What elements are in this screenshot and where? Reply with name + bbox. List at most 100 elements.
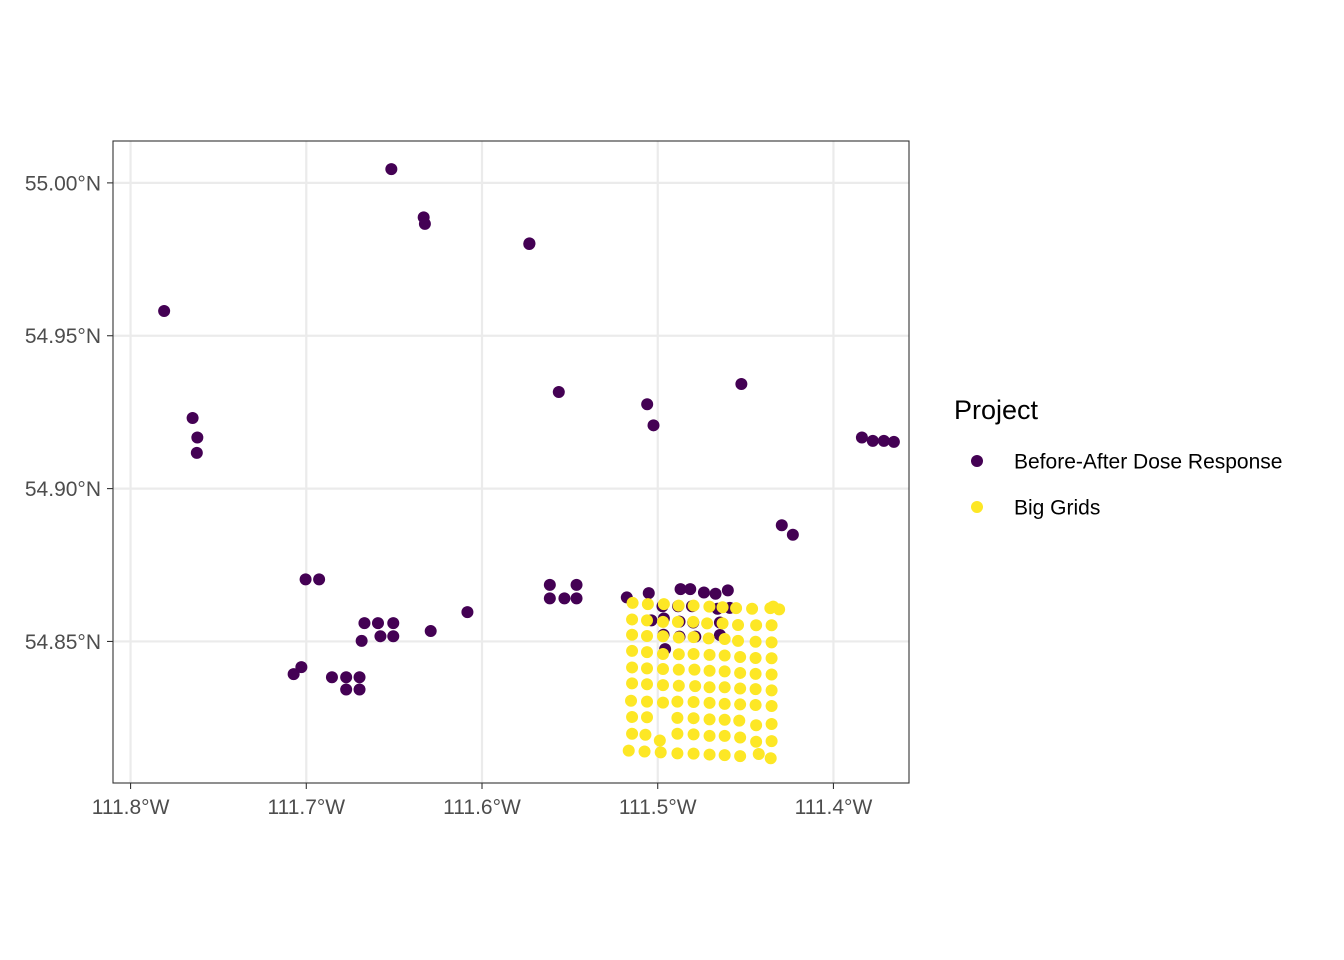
data-point — [641, 695, 654, 708]
data-point — [671, 695, 684, 708]
data-point — [641, 678, 654, 691]
data-point — [687, 747, 700, 760]
data-point — [295, 661, 308, 674]
data-point — [641, 398, 654, 411]
data-point — [374, 630, 387, 643]
data-point — [765, 652, 778, 665]
data-point — [656, 662, 669, 675]
data-point — [765, 699, 778, 712]
legend-key — [971, 501, 983, 513]
x-tick-label: 111.4°W — [795, 796, 873, 819]
data-point — [626, 628, 639, 641]
data-point — [786, 528, 799, 541]
data-point — [718, 697, 731, 710]
data-point — [750, 735, 763, 748]
data-point — [671, 711, 684, 724]
data-point — [765, 636, 778, 649]
data-point — [418, 217, 431, 230]
x-tick-label: 111.6°W — [443, 796, 521, 819]
data-point — [718, 681, 731, 694]
legend-label: Before-After Dose Response — [1014, 451, 1282, 474]
data-point — [671, 727, 684, 740]
data-point — [734, 698, 747, 711]
data-point — [158, 304, 171, 317]
data-point — [730, 602, 743, 615]
data-point — [552, 385, 565, 398]
data-point — [543, 578, 556, 591]
data-point — [626, 613, 639, 626]
data-point — [656, 630, 669, 643]
data-point — [371, 617, 384, 630]
data-point — [672, 631, 685, 644]
data-point — [684, 583, 697, 596]
data-point — [672, 648, 685, 661]
data-point — [287, 668, 300, 681]
data-point — [191, 431, 204, 444]
data-point — [626, 596, 639, 609]
data-point — [190, 446, 203, 459]
data-point — [718, 749, 731, 762]
data-point — [709, 587, 722, 600]
data-point — [647, 419, 660, 432]
axis-ticks: 111.8°W 111.7°W 111.6°W 111.5°W 111.4°W 54.85… — [25, 172, 873, 819]
data-point — [703, 748, 716, 761]
y-tick-label: 54.90°N — [25, 478, 101, 501]
data-point — [718, 665, 731, 678]
data-point — [734, 651, 747, 664]
data-point — [887, 435, 900, 448]
data-point — [672, 663, 685, 676]
data-point — [750, 619, 763, 632]
data-point — [570, 578, 583, 591]
data-point — [734, 682, 747, 695]
data-point — [702, 632, 715, 645]
data-point — [385, 163, 398, 176]
data-point — [387, 617, 400, 630]
data-point — [877, 434, 890, 447]
data-point — [687, 647, 700, 660]
data-point — [697, 586, 710, 599]
data-point — [703, 713, 716, 726]
data-point — [703, 696, 716, 709]
data-point — [732, 618, 745, 631]
data-point — [672, 599, 685, 612]
data-point — [523, 238, 536, 251]
data-point — [733, 714, 746, 727]
data-point — [313, 573, 326, 586]
data-point — [543, 592, 556, 605]
data-point — [656, 679, 669, 692]
data-point — [767, 600, 780, 613]
data-point — [735, 378, 748, 391]
data-point — [716, 601, 729, 614]
data-point — [703, 664, 716, 677]
y-tick-label: 55.00°N — [25, 172, 101, 195]
data-point — [461, 606, 474, 619]
data-point — [749, 683, 762, 696]
data-point — [765, 619, 778, 632]
y-tick-label: 54.95°N — [25, 325, 101, 348]
data-point — [299, 573, 312, 586]
data-point — [866, 434, 879, 447]
data-point — [626, 710, 639, 723]
x-tick-label: 111.8°W — [92, 796, 170, 819]
data-point — [689, 680, 702, 693]
legend: Project Before-After Dose Response Big Gr… — [954, 395, 1282, 520]
data-point — [353, 671, 366, 684]
data-point — [642, 587, 655, 600]
data-point — [424, 625, 437, 638]
data-point — [716, 617, 729, 630]
series-group — [622, 596, 786, 765]
data-point — [855, 431, 868, 444]
y-tick-label: 54.85°N — [25, 631, 101, 654]
data-point — [622, 744, 635, 757]
data-point — [703, 600, 716, 613]
data-point — [656, 615, 669, 628]
data-point — [641, 614, 654, 627]
data-point — [718, 713, 731, 726]
data-point — [641, 646, 654, 659]
data-point — [639, 728, 652, 741]
data-point — [765, 668, 778, 681]
data-point — [765, 684, 778, 697]
data-point — [732, 634, 745, 647]
